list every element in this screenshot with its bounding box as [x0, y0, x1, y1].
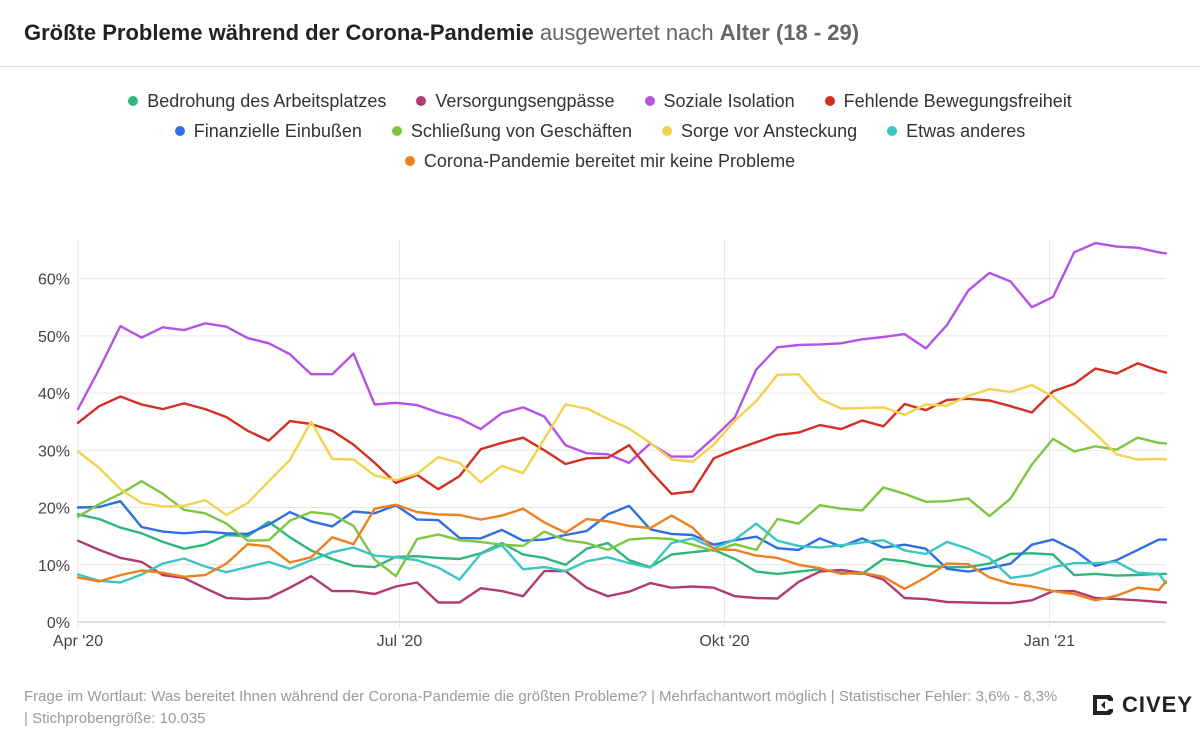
legend-dot-icon [391, 126, 402, 136]
legend-dot-icon [824, 96, 835, 106]
legend-label: Fehlende Bewegungsfreiheit [843, 90, 1072, 111]
legend-label: Versorgungsengpässe [435, 90, 615, 111]
legend-dot-icon [662, 126, 673, 136]
legend-dot-icon [404, 156, 415, 166]
footer-note: Frage im Wortlaut: Was bereitet Ihnen wä… [24, 688, 1058, 727]
x-tick-label: Jul '20 [377, 633, 423, 650]
legend-label: Sorge vor Ansteckung [681, 120, 858, 141]
legend-label: Soziale Isolation [663, 90, 795, 111]
x-tick-label: Apr '20 [53, 633, 103, 650]
series-line[interactable] [76, 362, 1168, 495]
legend-row: Bedrohung des Arbeitsplatzes Versorgungs… [0, 86, 1200, 116]
series-line[interactable] [76, 503, 1168, 602]
legend-row: Finanzielle Einbußen Schließung von Gesc… [0, 116, 1200, 146]
line-chart: 0% 10% 20% 30% 40% 50% 60% Apr '20 Jul '20 Okt '2… [38, 240, 1168, 650]
legend-row: Corona-Pandemie bereitet mir keine Probl… [0, 146, 1200, 176]
legend-item[interactable]: Fehlende Bewegungsfreiheit [824, 90, 1072, 112]
legend-label: Etwas anderes [906, 120, 1026, 141]
legend-dot-icon [174, 126, 185, 136]
title-group: Alter (18 - 29) [719, 20, 860, 45]
series-line[interactable] [76, 436, 1168, 578]
title-rest: ausgewertet nach [539, 20, 714, 45]
legend-item[interactable]: Etwas anderes [887, 121, 1025, 142]
legend-dot-icon [887, 126, 898, 136]
x-tick-label: Jan '21 [1024, 633, 1075, 650]
series-line[interactable] [76, 241, 1168, 465]
series-line[interactable] [76, 500, 1168, 573]
legend-item[interactable]: Sorge vor Ansteckung [662, 121, 857, 142]
legend-dot-icon [416, 96, 427, 106]
legend-label: Finanzielle Einbußen [193, 120, 362, 141]
series-layer [76, 241, 1168, 605]
civey-logo[interactable]: CIVEY [1090, 692, 1193, 718]
series-line[interactable] [76, 539, 1168, 605]
y-tick-label: 40% [38, 386, 70, 403]
y-tick-label: 10% [38, 558, 70, 575]
legend-dot-icon [644, 96, 655, 106]
civey-logo-icon [1093, 695, 1113, 715]
legend-item[interactable]: Versorgungsengpässe [416, 90, 615, 112]
series-line[interactable] [76, 373, 1168, 517]
header: Größte Probleme während der Corona-Pande… [0, 0, 1200, 67]
legend-dot-icon [128, 96, 139, 106]
chart-legend: Bedrohung des Arbeitsplatzes Versorgungs… [0, 86, 1200, 176]
axis-labels: 0% 10% 20% 30% 40% 50% 60% Apr '20 Jul '20 Okt '2… [38, 272, 1075, 650]
y-tick-label: 0% [47, 615, 70, 632]
chart-title: Größte Probleme während der Corona-Pande… [24, 20, 859, 46]
series-line[interactable] [76, 522, 1168, 585]
y-tick-label: 50% [38, 329, 70, 346]
legend-item[interactable]: Bedrohung des Arbeitsplatzes [128, 91, 386, 112]
x-tick-label: Okt '20 [699, 633, 749, 650]
legend-label: Schließung von Geschäften [410, 120, 633, 141]
legend-label: Corona-Pandemie bereitet mir keine Probl… [423, 150, 796, 171]
y-tick-label: 20% [38, 501, 70, 518]
legend-item[interactable]: Soziale Isolation [644, 90, 795, 112]
legend-item[interactable]: Finanzielle Einbußen [174, 120, 362, 142]
y-tick-label: 60% [38, 272, 70, 289]
logo-text: CIVEY [1122, 692, 1194, 717]
legend-item[interactable]: Corona-Pandemie bereitet mir keine Probl… [404, 150, 796, 172]
legend-item[interactable]: Schließung von Geschäften [391, 120, 633, 142]
y-tick-label: 30% [38, 443, 70, 460]
legend-label: Bedrohung des Arbeitsplatzes [147, 90, 387, 111]
title-main: Größte Probleme während der Corona-Pande… [24, 20, 534, 45]
